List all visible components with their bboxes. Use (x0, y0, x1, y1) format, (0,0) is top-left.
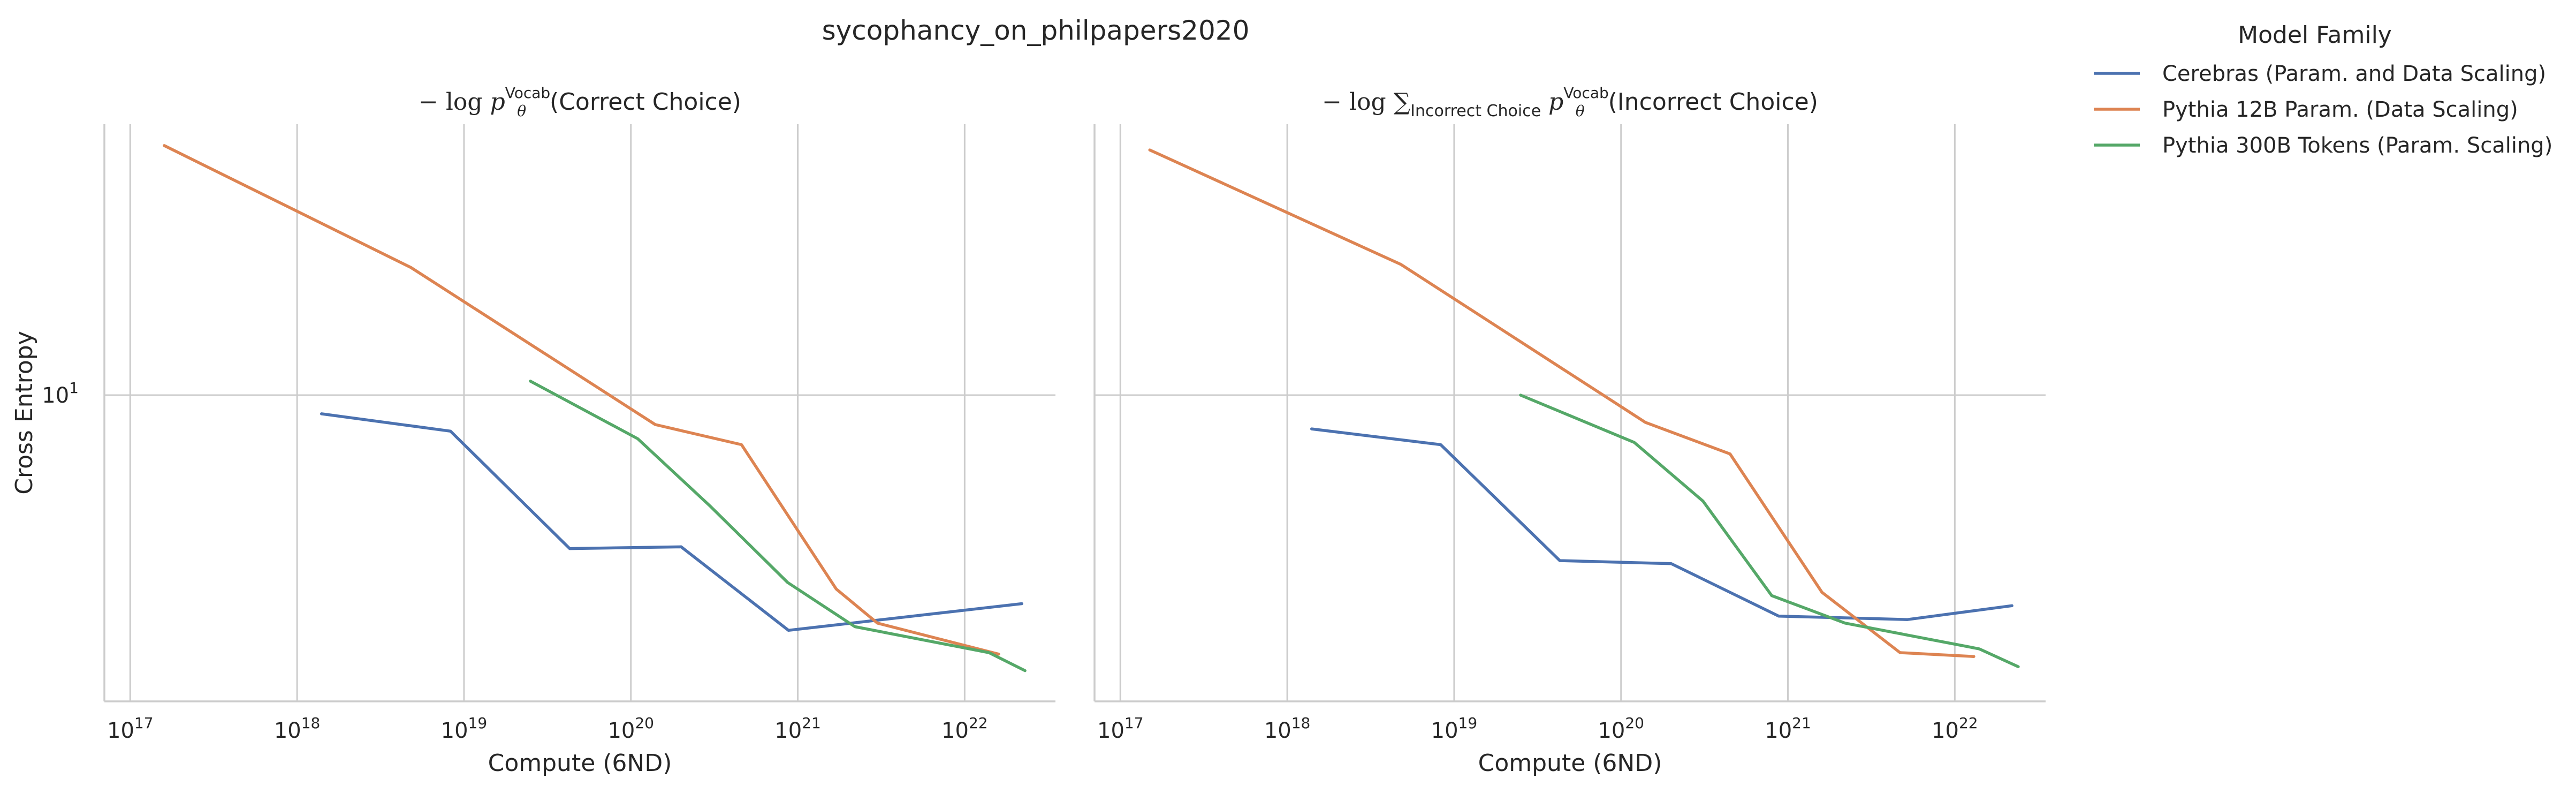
y-axis-label: Cross Entropy (11, 331, 38, 495)
panel-title: − log pVocab θ (Correct Choice) (419, 84, 741, 120)
x-tick-label: 1022 (941, 714, 988, 743)
panel-2: 1017 1018 1019 1020 1021 1022 Compute (6ND) − l… (1093, 84, 2046, 777)
panel-title: − log ∑Incorrect Choice pVocab θ (Incorrec… (1322, 84, 1818, 120)
legend-item: Pythia 300B Tokens (Param. Scaling) (2094, 133, 2552, 158)
legend-title: Model Family (2238, 21, 2392, 49)
x-tick-label: 1021 (1765, 714, 1811, 743)
y-tick-label: 101 (42, 379, 79, 408)
figure-title: sycophancy_on_philpapers2020 (822, 15, 1250, 46)
series-line-2 (1148, 148, 1975, 658)
x-tick-label: 1020 (1598, 714, 1644, 743)
series-line-2 (163, 144, 1000, 656)
x-tick-label: 1018 (274, 714, 321, 743)
x-tick-label: 1018 (1264, 714, 1311, 743)
series-line-3 (529, 380, 1027, 672)
legend-label: Pythia 12B Param. (Data Scaling) (2162, 97, 2518, 122)
x-tick-label: 1017 (1097, 714, 1144, 743)
x-tick-label: 1020 (607, 714, 654, 743)
legend: Model Family Cerebras (Param. and Data Sc… (2094, 21, 2552, 158)
x-tick-label: 1022 (1932, 714, 1978, 743)
x-axis-label: Compute (6ND) (488, 750, 672, 777)
series-line-1 (320, 412, 1023, 632)
panel-1: 1017 1018 1019 1020 1021 1022 101 Compute (6ND)… (11, 84, 1055, 777)
legend-label: Cerebras (Param. and Data Scaling) (2162, 62, 2546, 86)
x-axis-label: Compute (6ND) (1478, 750, 1662, 777)
legend-label: Pythia 300B Tokens (Param. Scaling) (2162, 133, 2552, 158)
legend-item: Cerebras (Param. and Data Scaling) (2094, 62, 2546, 86)
x-tick-label: 1019 (441, 714, 488, 743)
legend-item: Pythia 12B Param. (Data Scaling) (2094, 97, 2518, 122)
series-line-1 (1310, 427, 2013, 621)
x-tick-label: 1017 (107, 714, 154, 743)
x-tick-label: 1021 (774, 714, 821, 743)
x-tick-label: 1019 (1431, 714, 1478, 743)
series-line-3 (1519, 394, 2020, 668)
